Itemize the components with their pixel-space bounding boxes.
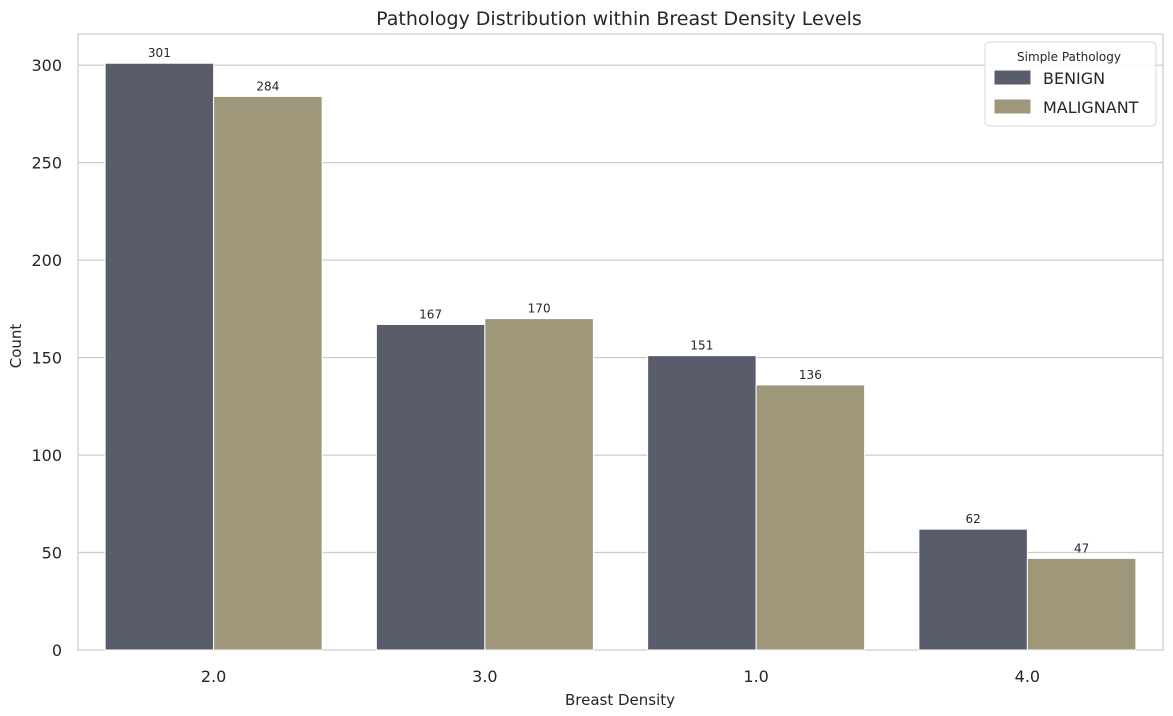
bar-malignant-1.0 (755, 384, 866, 651)
y-tick-label: 200 (31, 251, 62, 270)
x-axis-label: Breast Density (565, 691, 675, 709)
y-axis-label: Count (7, 324, 25, 369)
y-tick-label: 100 (31, 446, 62, 465)
y-tick-label: 300 (31, 56, 62, 75)
chart-title: Pathology Distribution within Breast Den… (376, 8, 862, 30)
bar-value-label: 170 (528, 302, 551, 316)
bar-value-label: 151 (690, 339, 713, 353)
bar-value-label: 62 (965, 512, 980, 526)
legend-label-malignant: MALIGNANT (1043, 98, 1139, 117)
bar-value-label: 136 (799, 368, 822, 382)
y-tick-label: 50 (42, 544, 62, 563)
bar-benign-2.0 (104, 62, 215, 651)
bars (104, 62, 1137, 651)
y-axis-ticks: 0 50 100 150 200 250 300 (31, 56, 62, 660)
bar-labels: 301 284 167 170 151 136 62 47 (148, 46, 1089, 555)
x-tick-label: 3.0 (472, 667, 497, 686)
bar-benign-3.0 (375, 323, 486, 651)
y-tick-label: 0 (52, 641, 62, 660)
x-axis-ticks: 2.0 3.0 1.0 4.0 (201, 667, 1040, 686)
bar-value-label: 47 (1074, 541, 1089, 555)
bar-malignant-2.0 (213, 95, 323, 651)
x-tick-label: 2.0 (201, 667, 226, 686)
legend-label-benign: BENIGN (1043, 69, 1105, 88)
legend-title: Simple Pathology (1017, 50, 1121, 64)
plot-area-frame (77, 33, 1164, 651)
y-tick-label: 250 (31, 154, 62, 173)
bar-benign-4.0 (918, 528, 1028, 651)
legend-swatch-malignant (993, 98, 1032, 115)
bar-value-label: 167 (419, 307, 442, 321)
bar-malignant-4.0 (1026, 557, 1137, 651)
legend: Simple Pathology BENIGN MALIGNANT (984, 41, 1157, 127)
y-tick-label: 150 (31, 349, 62, 368)
bar-value-label: 284 (256, 79, 279, 93)
x-tick-label: 1.0 (743, 667, 768, 686)
bar-benign-1.0 (647, 355, 757, 651)
legend-swatch-benign (993, 69, 1032, 86)
x-tick-label: 4.0 (1015, 667, 1040, 686)
bar-value-label: 301 (148, 46, 171, 60)
bar-malignant-3.0 (484, 318, 594, 651)
